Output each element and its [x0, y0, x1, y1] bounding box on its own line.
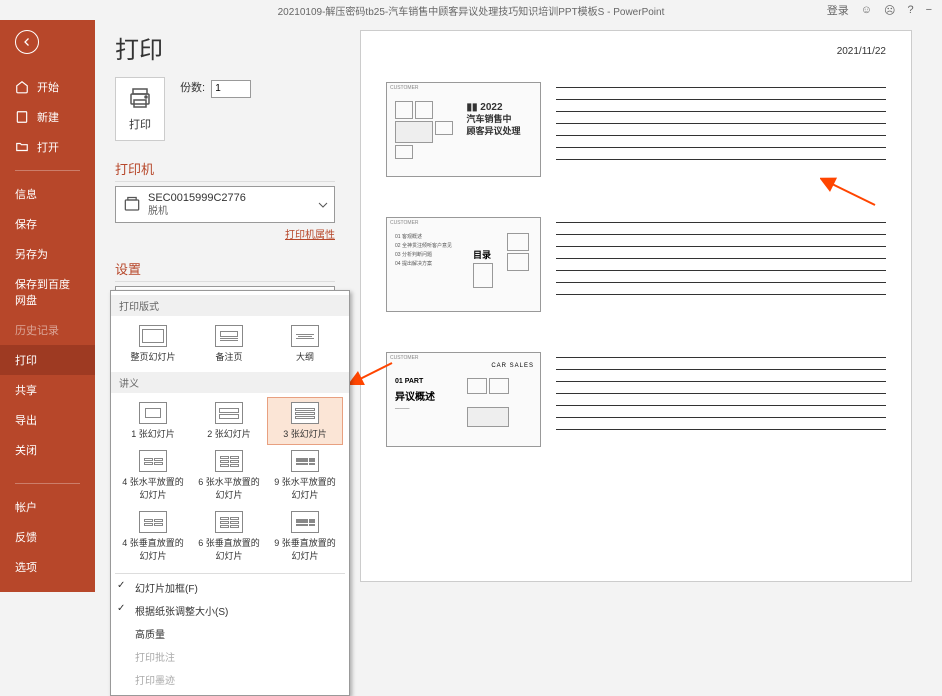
print-button[interactable]: 打印 [115, 77, 165, 141]
sidebar: 开始 新建 打开 信息 保存 另存为 保存到百度网盘 历史记录 打印 共享 导出… [0, 20, 95, 592]
sidebar-item-label: 选项 [15, 559, 37, 575]
layout-option-6h[interactable]: 6 张水平放置的幻灯片 [191, 445, 267, 506]
help-icon[interactable]: ? [907, 4, 913, 16]
login-link[interactable]: 登录 [827, 2, 849, 18]
sidebar-item-new[interactable]: 新建 [0, 102, 95, 132]
sidebar-item-label: 新建 [37, 109, 59, 125]
printer-name: SEC0015999C2776 [148, 191, 318, 205]
new-icon [15, 110, 29, 124]
copies-input[interactable] [211, 80, 251, 98]
preview-slide-row: CUSTOMER CAR SALES 01 PART 异议概述 ━━━━━━ [386, 352, 886, 447]
printer-status: 脱机 [148, 205, 318, 218]
sidebar-item-label: 保存到百度网盘 [15, 276, 80, 308]
printer-icon [126, 86, 154, 110]
sidebar-item-label: 帐户 [15, 499, 37, 515]
printer-dropdown[interactable]: SEC0015999C2776 脱机 [115, 186, 335, 223]
sidebar-item-close[interactable]: 关闭 [0, 435, 95, 465]
slide-thumbnail: CUSTOMER ▮▮ 2022 汽车销售中 顾客异议处理 [386, 82, 541, 177]
sad-icon[interactable]: ☹ [884, 4, 895, 17]
sidebar-item-save[interactable]: 保存 [0, 209, 95, 239]
menu-print-ink: 打印墨迹 [111, 668, 349, 691]
layout-option-notes[interactable]: 备注页 [191, 320, 267, 368]
printer-section-title: 打印机 [115, 159, 335, 182]
chevron-down-icon [318, 200, 328, 210]
preview-slide-row: CUSTOMER ▮▮ 2022 汽车销售中 顾客异议处理 [386, 82, 886, 177]
preview-date: 2021/11/22 [386, 46, 886, 57]
popup-category: 打印版式 [111, 295, 349, 316]
window-title: 20210109-解压密码tb25-汽车销售中顾客异议处理技巧知识培训PPT模板… [278, 3, 665, 18]
sidebar-item-baidu[interactable]: 保存到百度网盘 [0, 269, 95, 315]
minimize-icon[interactable]: − [926, 4, 932, 16]
back-button[interactable] [15, 30, 39, 54]
layout-option-2slide[interactable]: 2 张幻灯片 [191, 397, 267, 445]
layout-option-4v[interactable]: 4 张垂直放置的幻灯片 [115, 506, 191, 567]
sidebar-item-label: 反馈 [15, 529, 37, 545]
sidebar-item-saveas[interactable]: 另存为 [0, 239, 95, 269]
sidebar-item-account[interactable]: 帐户 [0, 492, 95, 522]
sidebar-item-label: 开始 [37, 79, 59, 95]
sidebar-item-history[interactable]: 历史记录 [0, 315, 95, 345]
sidebar-item-label: 关闭 [15, 442, 37, 458]
sidebar-item-label: 打印 [15, 352, 37, 368]
layout-option-outline[interactable]: 大纲 [267, 320, 343, 368]
layout-option-9h[interactable]: 9 张水平放置的幻灯片 [267, 445, 343, 506]
layout-option-6v[interactable]: 6 张垂直放置的幻灯片 [191, 506, 267, 567]
sidebar-item-open[interactable]: 打开 [0, 132, 95, 162]
popup-category: 讲义 [111, 372, 349, 393]
sidebar-item-label: 打开 [37, 139, 59, 155]
sidebar-item-feedback[interactable]: 反馈 [0, 522, 95, 552]
slide-thumbnail: CUSTOMER 01 客观概述 02 全神贯注倾听客户意见 03 分析判断问题… [386, 217, 541, 312]
open-icon [15, 140, 29, 154]
printer-device-icon [122, 195, 142, 215]
print-button-label: 打印 [126, 116, 154, 132]
menu-frame-slides[interactable]: ✓幻灯片加框(F) [111, 576, 349, 599]
sidebar-item-label: 历史记录 [15, 322, 59, 338]
print-preview: 2021/11/22 CUSTOMER ▮▮ 2022 [360, 30, 912, 582]
sidebar-item-label: 导出 [15, 412, 37, 428]
layout-option-3slide[interactable]: 3 张幻灯片 [267, 397, 343, 445]
menu-scale-to-fit[interactable]: ✓根据纸张调整大小(S) [111, 599, 349, 622]
layout-option-9v[interactable]: 9 张垂直放置的幻灯片 [267, 506, 343, 567]
preview-slide-row: CUSTOMER 01 客观概述 02 全神贯注倾听客户意见 03 分析判断问题… [386, 217, 886, 312]
sidebar-item-options[interactable]: 选项 [0, 552, 95, 582]
sidebar-item-home[interactable]: 开始 [0, 72, 95, 102]
sidebar-item-label: 保存 [15, 216, 37, 232]
sidebar-item-export[interactable]: 导出 [0, 405, 95, 435]
home-icon [15, 80, 29, 94]
sidebar-item-label: 另存为 [15, 246, 48, 262]
sidebar-item-info[interactable]: 信息 [0, 179, 95, 209]
layout-popup: 打印版式 整页幻灯片 备注页 大纲 讲义 1 张幻灯片 2 张幻灯片 3 张幻灯… [110, 290, 350, 696]
page-title: 打印 [115, 30, 335, 65]
layout-option-1slide[interactable]: 1 张幻灯片 [115, 397, 191, 445]
sidebar-item-label: 信息 [15, 186, 37, 202]
slide-thumbnail: CUSTOMER CAR SALES 01 PART 异议概述 ━━━━━━ [386, 352, 541, 447]
menu-high-quality[interactable]: 高质量 [111, 622, 349, 645]
sidebar-item-print[interactable]: 打印 [0, 345, 95, 375]
layout-option-4h[interactable]: 4 张水平放置的幻灯片 [115, 445, 191, 506]
sidebar-item-label: 共享 [15, 382, 37, 398]
printer-properties-link[interactable]: 打印机属性 [115, 226, 335, 241]
sidebar-item-share[interactable]: 共享 [0, 375, 95, 405]
menu-print-comments: 打印批注 [111, 645, 349, 668]
settings-section-title: 设置 [115, 259, 335, 282]
layout-option-fullpage[interactable]: 整页幻灯片 [115, 320, 191, 368]
copies-label: 份数: [180, 82, 205, 94]
face-icon[interactable]: ☺ [861, 4, 872, 16]
